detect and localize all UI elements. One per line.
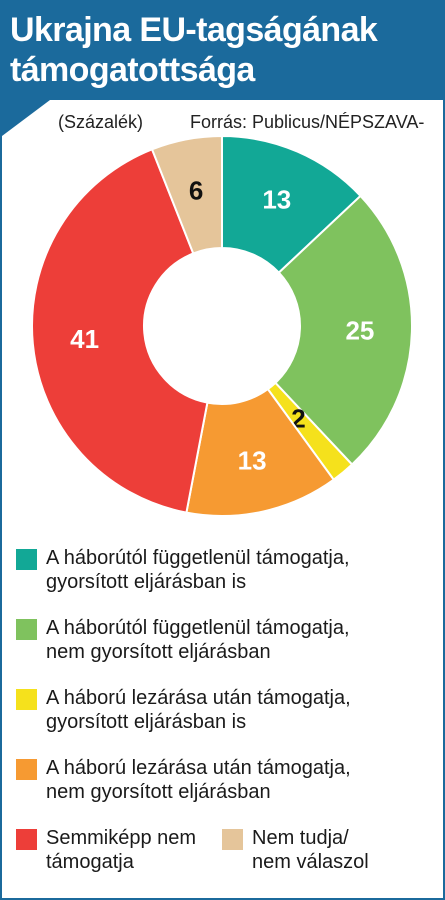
title-banner: Ukrajna EU-tagságának támogatottsága (2, 2, 443, 100)
legend-item: Nem tudja/ nem válaszol (222, 826, 369, 874)
donut-slice (185, 387, 336, 517)
legend-swatch (16, 619, 37, 640)
legend-swatch (16, 689, 37, 710)
donut-slice (150, 134, 223, 255)
legend-label: Semmiképp nem támogatja (46, 827, 197, 873)
donut-slice (221, 134, 362, 275)
donut-slice (273, 194, 413, 466)
legend-item: A háborútól függetlenül támogatja, gyors… (16, 546, 350, 594)
slice-value-label: 13 (238, 446, 267, 476)
legend-swatch (16, 759, 37, 780)
legend-label: Nem tudja/ nem válaszol (252, 827, 369, 873)
legend-item: Semmiképp nem támogatja (16, 826, 196, 874)
slice-value-label: 41 (70, 324, 99, 354)
legend-item: A háborútól függetlenül támogatja, nem g… (16, 616, 350, 664)
chart-title: Ukrajna EU-tagságának támogatottsága (10, 11, 378, 89)
donut-slice (31, 148, 209, 514)
legend-label: A háborútól függetlenül támogatja, gyors… (46, 547, 350, 593)
legend-swatch (222, 829, 243, 850)
legend-swatch (16, 549, 37, 570)
slice-value-label: 6 (189, 175, 203, 205)
slice-value-label: 13 (262, 184, 291, 214)
unit-note: (Százalék) (58, 112, 144, 132)
slice-value-label: 25 (345, 315, 374, 345)
legend-label: A háború lezárása után támogatja, nem gy… (46, 757, 351, 803)
banner-notch (2, 100, 50, 136)
legend-label: A háború lezárása után támogatja, gyorsí… (46, 687, 351, 733)
legend-item: A háború lezárása után támogatja, gyorsí… (16, 686, 351, 734)
legend-item: A háború lezárása után támogatja, nem gy… (16, 756, 351, 804)
legend: A háborútól függetlenül támogatja, gyors… (0, 540, 445, 895)
legend-swatch (16, 829, 37, 850)
legend-label: A háborútól függetlenül támogatja, nem g… (46, 617, 350, 663)
